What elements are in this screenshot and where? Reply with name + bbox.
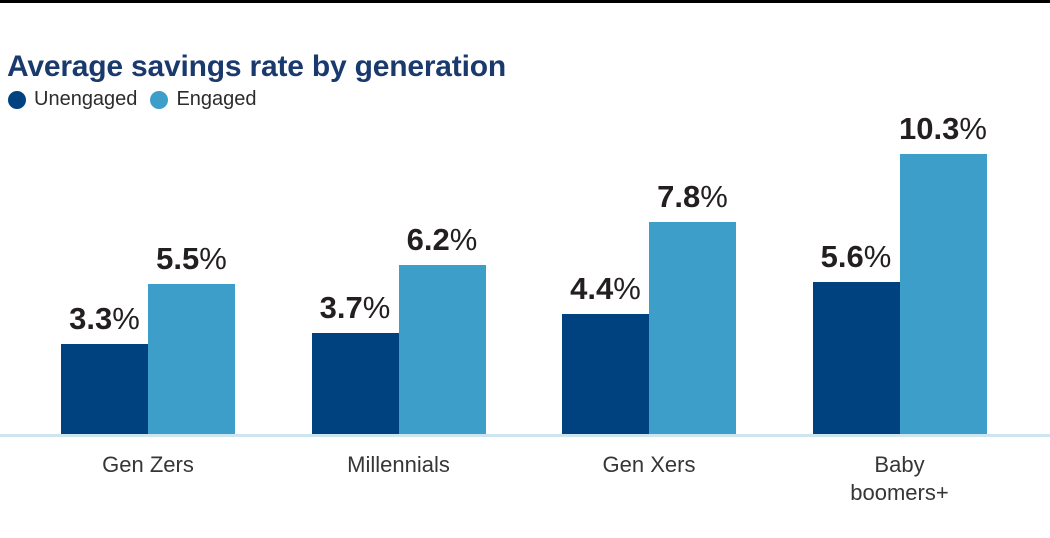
value-label-unengaged-millennials: 3.7% <box>319 290 391 325</box>
legend-item-engaged: Engaged <box>150 88 257 111</box>
chart-legend: Unengaged Engaged <box>8 88 257 111</box>
legend-label: Unengaged <box>34 88 138 110</box>
bar-unengaged-baby-boomers- <box>812 282 900 434</box>
bar-engaged-baby-boomers- <box>899 154 987 434</box>
legend-item-unengaged: Unengaged <box>8 88 137 111</box>
value-label-unengaged-baby-boomers-: 5.6% <box>820 239 892 274</box>
bar-unengaged-millennials <box>311 333 399 434</box>
value-label-engaged-gen-xers: 7.8% <box>657 179 728 214</box>
x-axis-label-baby-boomers-: Baby boomers+ <box>850 452 949 505</box>
bar-engaged-gen-zers <box>148 284 235 434</box>
value-label-engaged-gen-zers: 5.5% <box>156 241 227 276</box>
value-label-engaged-baby-boomers-: 10.3% <box>899 111 987 146</box>
legend-dot-engaged <box>150 90 169 109</box>
value-label-unengaged-gen-zers: 3.3% <box>69 301 140 336</box>
chart-title: Average savings rate by generation <box>7 50 506 84</box>
x-axis-label-gen-zers: Gen Zers <box>102 452 194 477</box>
bar-engaged-millennials <box>398 265 486 434</box>
x-axis-baseline <box>0 434 1050 437</box>
top-border-rule <box>0 0 1050 3</box>
legend-dot-unengaged <box>8 90 26 109</box>
bar-unengaged-gen-xers <box>562 314 649 434</box>
x-axis-label-gen-xers: Gen Xers <box>602 452 696 477</box>
value-label-unengaged-gen-xers: 4.4% <box>570 271 641 306</box>
legend-label: Engaged <box>176 88 257 110</box>
value-label-engaged-millennials: 6.2% <box>406 222 478 257</box>
x-axis-label-millennials: Millennials <box>347 452 450 477</box>
bar-unengaged-gen-zers <box>61 344 148 434</box>
bar-engaged-gen-xers <box>649 222 736 434</box>
